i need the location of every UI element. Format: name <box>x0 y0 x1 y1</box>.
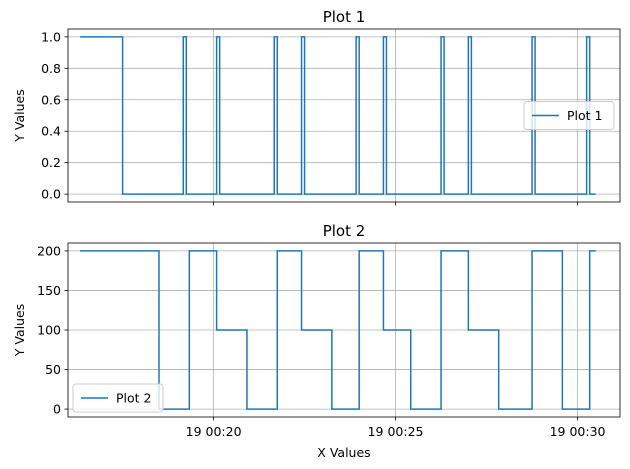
chart-title: Plot 1 <box>323 8 366 26</box>
y-tick-label: 1.0 <box>41 29 61 44</box>
y-tick-label: 0.6 <box>41 92 61 107</box>
legend-label: Plot 2 <box>116 391 152 406</box>
y-tick-label: 0.0 <box>41 187 61 202</box>
y-tick-label: 100 <box>37 323 61 338</box>
legend-box <box>72 383 164 413</box>
chart-title: Plot 2 <box>323 222 366 240</box>
y-axis-label: Y Values <box>12 304 27 357</box>
y-axis-label: Y Values <box>12 89 27 142</box>
series-line-plot-2 <box>80 250 596 410</box>
y-tick-label: 0.4 <box>41 124 61 139</box>
y-tick-label: 0.8 <box>41 61 61 76</box>
legend: Plot 1 <box>523 101 615 130</box>
x-tick-label: 19 00:25 <box>368 424 424 439</box>
y-tick-label: 50 <box>45 362 61 377</box>
x-axis-label: X Values <box>317 445 370 460</box>
chart-panel-1: 0.0 0.2 0.4 0.6 0.8 1.0 Plot 1 Y Values Plot 1 <box>12 8 621 206</box>
legend: Plot 2 <box>72 383 164 413</box>
series-line-plot-1 <box>80 36 596 195</box>
y-tick-label: 150 <box>37 283 61 298</box>
y-tick-label: 0.2 <box>41 155 61 170</box>
x-tick-label: 19 00:30 <box>550 424 606 439</box>
axes-frame <box>67 28 621 203</box>
chart-panel-2: 0 50 100 150 200 19 00:20 19 00:25 19 00:30 Plot… <box>12 222 621 460</box>
x-tick-label: 19 00:20 <box>186 424 242 439</box>
y-tick-label: 200 <box>37 243 61 258</box>
y-tick-label: 0 <box>53 402 61 417</box>
legend-label: Plot 1 <box>567 108 603 123</box>
legend-box <box>523 101 615 130</box>
